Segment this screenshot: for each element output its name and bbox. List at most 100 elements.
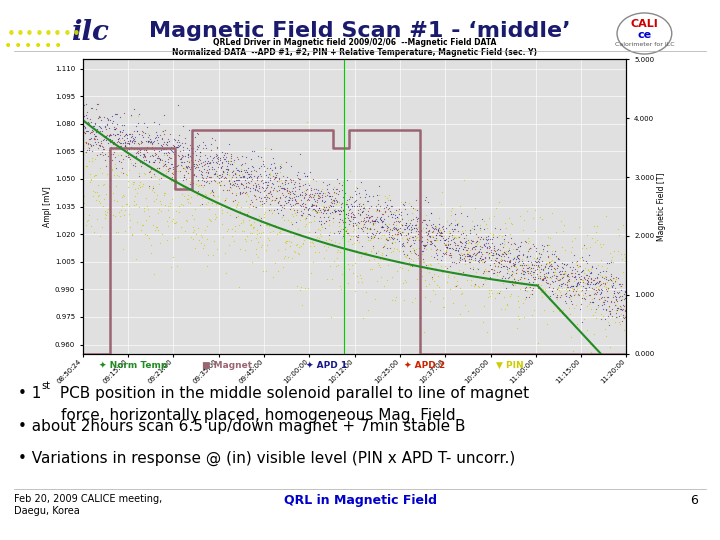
Point: [345, 217, 356, 226]
Point: [99, 207, 111, 215]
Point: [522, 234, 534, 242]
Point: [526, 263, 537, 272]
Point: [293, 175, 305, 184]
Point: [296, 241, 307, 250]
Point: [122, 134, 133, 143]
Point: [498, 278, 509, 287]
Point: [126, 230, 138, 239]
Point: [480, 253, 491, 262]
Point: [469, 238, 480, 247]
Point: [554, 307, 565, 316]
Point: [620, 275, 631, 284]
Point: [111, 164, 122, 173]
Point: [462, 251, 474, 260]
Point: [145, 173, 157, 181]
Point: [259, 186, 271, 194]
Point: [215, 177, 227, 185]
Point: [546, 276, 557, 285]
Point: [316, 195, 328, 204]
Point: [405, 255, 416, 264]
Point: [608, 287, 619, 295]
Point: [462, 307, 474, 315]
Point: [415, 227, 427, 235]
Point: [613, 280, 624, 288]
Point: [247, 224, 258, 232]
Point: [305, 217, 317, 226]
Point: [96, 147, 108, 156]
Point: [171, 218, 182, 227]
Point: [346, 200, 357, 208]
Text: •: •: [44, 39, 52, 53]
Point: [529, 227, 541, 235]
Point: [128, 137, 140, 146]
Point: [526, 261, 537, 269]
Point: [79, 147, 91, 156]
Point: [86, 140, 97, 149]
Point: [410, 227, 422, 235]
Point: [541, 253, 553, 262]
Point: [228, 156, 240, 164]
Point: [567, 285, 579, 294]
Text: • 1: • 1: [18, 386, 41, 401]
Point: [212, 155, 224, 164]
Point: [398, 242, 410, 251]
Point: [373, 229, 384, 238]
Point: [467, 217, 478, 225]
Point: [514, 261, 526, 270]
Point: [412, 233, 423, 242]
Point: [112, 137, 124, 146]
Point: [292, 206, 303, 214]
Point: [468, 249, 480, 258]
Point: [243, 178, 254, 186]
Point: [427, 227, 438, 235]
Point: [249, 202, 261, 211]
Point: [163, 201, 174, 210]
Point: [367, 221, 379, 230]
Point: [271, 194, 283, 202]
Point: [420, 223, 431, 232]
Point: [162, 158, 174, 166]
Point: [135, 178, 146, 186]
Point: [576, 294, 588, 302]
Point: [184, 199, 196, 207]
Point: [533, 261, 544, 270]
Point: [168, 144, 179, 153]
Point: [379, 220, 390, 228]
Point: [419, 276, 431, 285]
Point: [354, 200, 365, 208]
Point: [391, 226, 402, 234]
Point: [515, 241, 526, 250]
Point: [212, 152, 224, 161]
Point: [428, 224, 439, 233]
Point: [341, 213, 352, 221]
Point: [474, 254, 486, 263]
Point: [468, 222, 480, 231]
Point: [143, 157, 155, 165]
Point: [286, 194, 297, 202]
Point: [250, 234, 261, 242]
Point: [307, 190, 318, 199]
Point: [377, 223, 388, 232]
Point: [344, 167, 356, 176]
Point: [395, 198, 407, 206]
Point: [479, 268, 490, 276]
Point: [132, 184, 144, 193]
Point: [504, 256, 516, 265]
Point: [600, 332, 612, 341]
Point: [109, 212, 121, 220]
Point: [225, 152, 236, 161]
Point: [374, 214, 385, 223]
Point: [77, 127, 89, 136]
Point: [320, 202, 332, 211]
Point: [242, 207, 253, 216]
Point: [356, 207, 367, 216]
Point: [612, 304, 624, 313]
Point: [97, 151, 109, 159]
Point: [394, 218, 405, 226]
Point: [109, 131, 121, 139]
Point: [195, 180, 207, 189]
Point: [288, 190, 300, 199]
Point: [443, 273, 454, 282]
Point: [614, 320, 626, 328]
Point: [512, 254, 523, 262]
